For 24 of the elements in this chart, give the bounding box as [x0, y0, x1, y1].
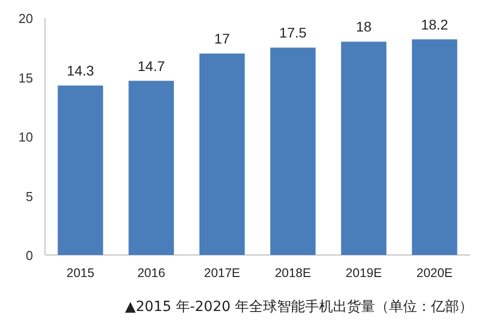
y-tick-label: 5 — [26, 188, 33, 204]
x-tick-label: 2017E — [204, 266, 240, 280]
x-tick-label: 2018E — [274, 266, 311, 280]
x-tick-label: 2015 — [66, 266, 94, 280]
data-label: 14.3 — [66, 62, 94, 79]
data-label: 18.2 — [420, 16, 448, 32]
bar — [199, 54, 245, 255]
data-label: 18 — [356, 18, 372, 35]
bar — [58, 86, 104, 255]
bar — [128, 80, 174, 255]
bar — [412, 39, 458, 255]
x-tick-label: 2020E — [416, 266, 453, 280]
data-label: 14.7 — [138, 58, 166, 74]
data-label: 17 — [214, 30, 230, 47]
x-tick-label: 2019E — [346, 266, 382, 280]
y-tick-label: 20 — [18, 11, 33, 26]
y-tick-label: 10 — [18, 130, 33, 144]
data-label: 17.5 — [279, 24, 307, 41]
x-tick-label: 2016 — [137, 266, 166, 280]
y-tick-label: 0 — [26, 248, 33, 263]
bar — [270, 48, 316, 255]
bar — [341, 42, 386, 255]
text: ▲2015 年-2020 年全球智能手机出货量（单位：亿部） — [125, 299, 473, 315]
y-tick-label: 15 — [18, 70, 33, 86]
